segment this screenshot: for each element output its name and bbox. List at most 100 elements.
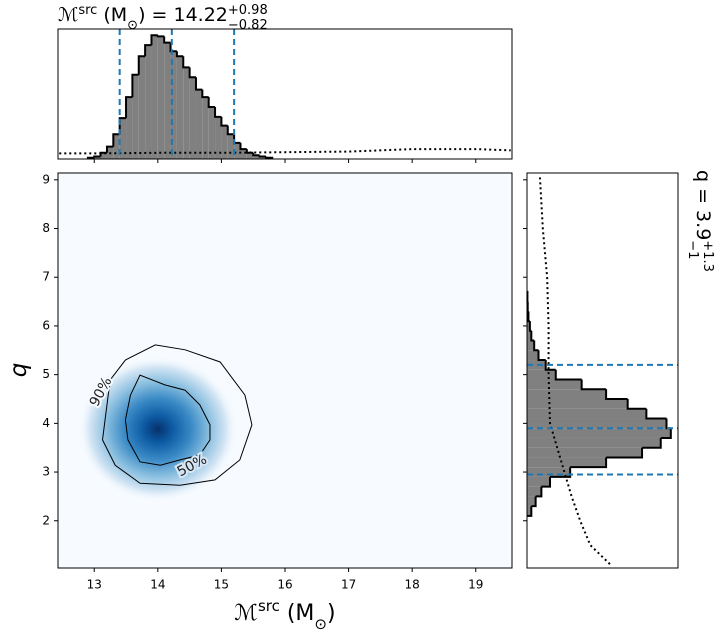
hist-bar — [195, 89, 203, 159]
hist-bar — [527, 506, 532, 516]
hist-outline — [527, 311, 530, 323]
contour — [124, 374, 211, 466]
hist-bar — [527, 340, 535, 351]
hist-outline — [156, 35, 165, 38]
hist-bar — [527, 437, 661, 448]
right-panel-frame — [526, 172, 679, 569]
hist-outline — [606, 447, 644, 459]
hist-outline — [182, 56, 190, 69]
hist-bar — [132, 74, 139, 159]
hist-outline — [150, 34, 158, 46]
right-label-group: q = 3.9+1.3−1 — [686, 170, 716, 272]
hist-bar — [527, 369, 556, 380]
hist-bar — [246, 152, 254, 159]
hist-outline — [527, 506, 533, 517]
hist-outline — [137, 55, 146, 75]
hist-bar — [215, 116, 222, 159]
hist-bar — [527, 418, 667, 429]
title-part: +0.98 — [228, 3, 268, 18]
x-label-part: src — [258, 597, 280, 615]
hist-outline — [214, 107, 222, 118]
hist-bar — [208, 107, 216, 159]
x-label-part: ℳ — [234, 601, 258, 626]
hist-bar — [527, 496, 536, 507]
hist-bar — [527, 350, 539, 361]
hist-outline — [626, 398, 647, 410]
hist-bar — [527, 321, 530, 331]
x-tick-label: 14 — [150, 578, 165, 592]
hist-bar — [164, 42, 171, 159]
y-tick-label: 8 — [42, 221, 50, 235]
hist-outline — [554, 369, 582, 381]
hist-outline — [531, 496, 537, 508]
x-label-part: (M — [280, 601, 315, 626]
title-part: ⊙ — [127, 18, 138, 33]
hist-outline — [580, 379, 607, 391]
hist-outline — [239, 142, 247, 151]
hist-outline — [194, 77, 203, 91]
hist-outline — [544, 360, 556, 371]
hist-outline — [550, 467, 572, 478]
y-tick-label: 2 — [42, 513, 50, 527]
title-part: src — [78, 3, 97, 18]
hist-outline — [105, 145, 114, 153]
y-tick-label: 9 — [42, 172, 50, 186]
hist-outline — [93, 155, 101, 158]
hist-bar — [227, 134, 235, 159]
hist-outline — [570, 457, 608, 469]
hist-outline — [163, 36, 171, 44]
hist-outline — [605, 389, 628, 400]
hist-bar — [126, 97, 133, 159]
main-panel: 50%90% — [57, 172, 513, 569]
hist-bar — [527, 360, 546, 370]
hist-bar — [94, 156, 101, 159]
hist-bar — [527, 398, 628, 409]
hist-bar — [527, 379, 582, 390]
hist-bar — [527, 389, 607, 399]
density-heatmap — [77, 356, 238, 503]
hist-bar — [253, 155, 260, 159]
hist-outline — [201, 89, 209, 99]
hist-outline — [264, 156, 274, 159]
hist-outline — [125, 96, 133, 119]
y-axis-label: q — [6, 363, 32, 378]
hist-bar — [527, 447, 643, 458]
hist-outline — [188, 67, 196, 79]
x-label-part: ⊙ — [314, 615, 327, 633]
hist-outline — [530, 330, 535, 342]
hist-outline — [526, 301, 529, 313]
x-tick-label: 17 — [341, 578, 356, 592]
hist-outline — [535, 486, 543, 498]
right-label-part: −1 — [686, 240, 701, 259]
hist-outline — [226, 125, 235, 136]
hist-bar — [145, 45, 152, 159]
hist-outline — [112, 133, 120, 147]
hist-bar — [527, 467, 571, 477]
hist-bar — [527, 330, 532, 341]
top-panel-frame — [57, 28, 513, 160]
hist-outline — [537, 350, 546, 362]
hist-bar — [527, 408, 647, 419]
hist-bar — [234, 142, 241, 159]
hist-outline — [642, 437, 662, 449]
hist-outline — [207, 97, 216, 108]
hist-outline — [118, 117, 127, 135]
title-part: ℳ — [58, 4, 78, 26]
x-label-part: ) — [327, 601, 336, 626]
right-label-part: q = 3.9 — [692, 170, 714, 240]
hist-bar — [170, 51, 177, 159]
hist-bar — [527, 476, 551, 487]
prior-line — [59, 148, 511, 155]
y-tick-label: 6 — [42, 318, 50, 332]
x-tick-label: 13 — [87, 578, 102, 592]
hist-bar — [527, 486, 542, 497]
hist-outline — [175, 51, 184, 58]
hist-outline — [528, 321, 532, 332]
hist-outline — [645, 408, 667, 420]
hist-outline — [252, 152, 260, 157]
contour — [101, 344, 253, 486]
hist-bar — [157, 36, 165, 159]
hist-bar — [527, 457, 607, 468]
prior-line — [538, 177, 612, 566]
